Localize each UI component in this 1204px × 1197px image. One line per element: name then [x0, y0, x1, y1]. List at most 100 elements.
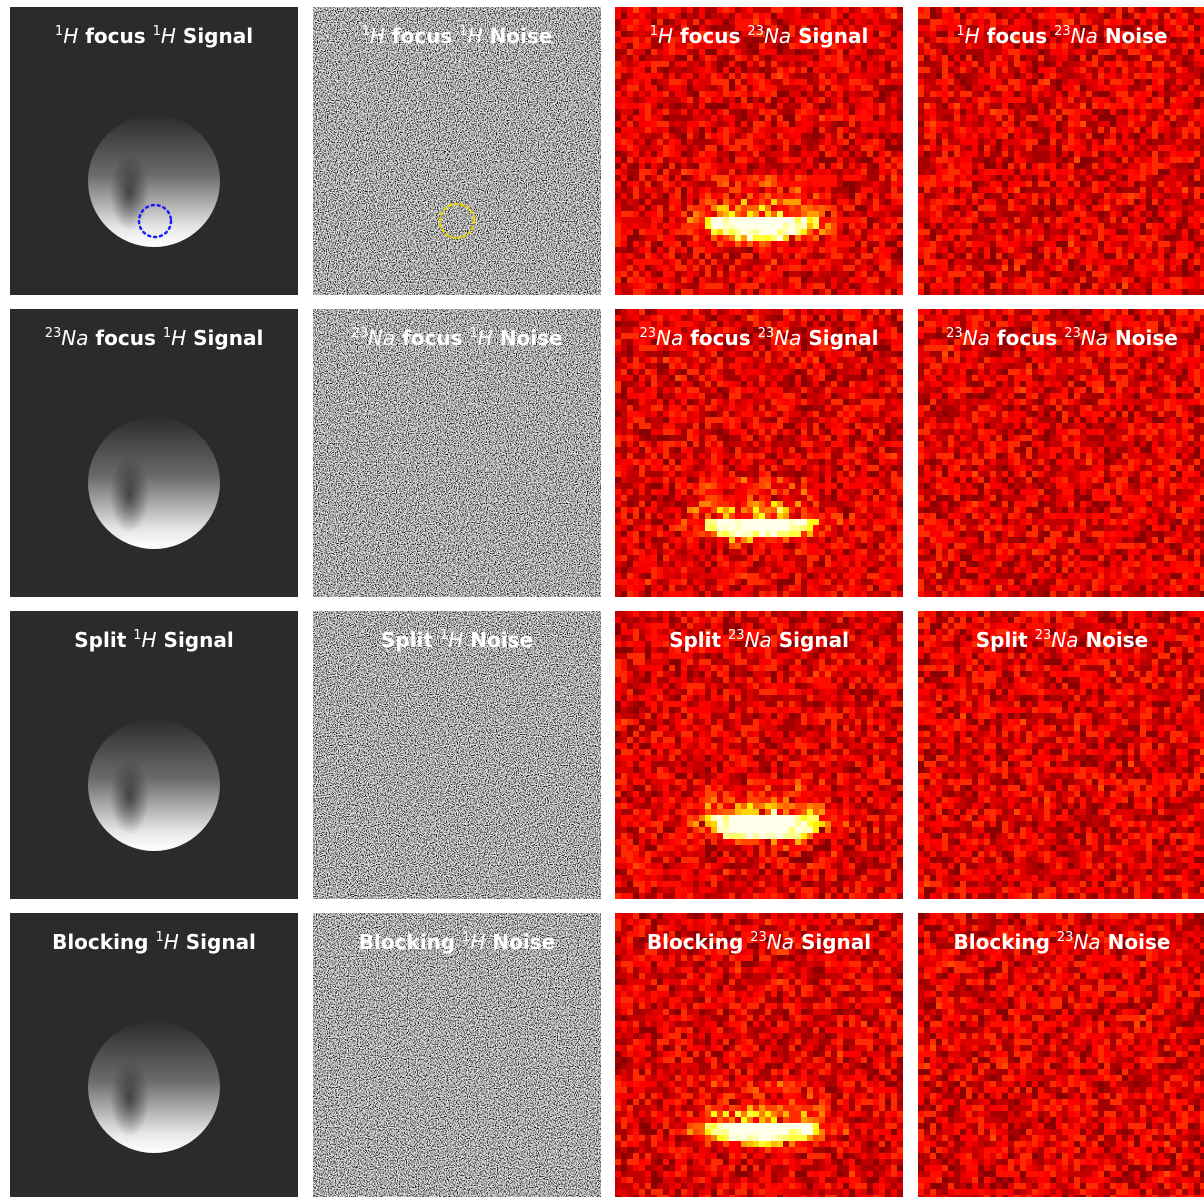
panel-image	[10, 611, 298, 899]
isotope-symbol: H	[478, 326, 493, 350]
title-word: focus	[987, 24, 1047, 48]
title-word: focus	[680, 24, 740, 48]
isotope-symbol: H	[965, 24, 980, 48]
isotope-symbol: H	[658, 24, 673, 48]
isotope-mass: 23	[351, 326, 368, 341]
title-word: Blocking	[359, 930, 455, 954]
title-word: Noise	[492, 930, 555, 954]
panel: Blocking 23Na Signal	[615, 913, 903, 1197]
panel: 23Na focus 23Na Noise	[918, 309, 1204, 597]
panel-image	[313, 913, 601, 1197]
isotope-mass: 1	[155, 930, 163, 945]
panel: Split 1H Signal	[10, 611, 298, 899]
title-word: Blocking	[647, 930, 743, 954]
panel: 23Na focus 23Na Signal	[615, 309, 903, 597]
panel-image	[615, 7, 903, 295]
isotope-mass: 23	[1064, 326, 1081, 341]
isotope-mass: 23	[1057, 930, 1074, 945]
title-word: Noise	[490, 24, 553, 48]
panel-image	[615, 309, 903, 597]
title-word: Noise	[1085, 628, 1148, 652]
isotope-symbol: H	[468, 24, 483, 48]
isotope-symbol: H	[161, 24, 176, 48]
isotope-symbol: Na	[767, 930, 794, 954]
panel-image	[918, 913, 1204, 1197]
isotope-mass: 23	[747, 24, 764, 39]
figure: 1H focus 1H Signal1H focus 1H Noise1H fo…	[0, 0, 1204, 1197]
title-word: Noise	[1108, 930, 1171, 954]
isotope-symbol: Na	[1073, 930, 1100, 954]
title-word: Noise	[1105, 24, 1168, 48]
isotope-mass: 23	[1035, 628, 1052, 643]
title-word: focus	[402, 326, 462, 350]
isotope-symbol: Na	[1081, 326, 1108, 350]
title-word: focus	[997, 326, 1057, 350]
panel-image	[615, 913, 903, 1197]
title-word: Split	[74, 628, 126, 652]
isotope-mass: 23	[946, 326, 963, 341]
shadow	[110, 1038, 166, 1148]
isotope-mass: 1	[462, 930, 470, 945]
panel-title: Split 23Na Noise	[976, 628, 1149, 652]
shadow	[110, 434, 166, 544]
isotope-symbol: Na	[774, 326, 801, 350]
title-word: Signal	[164, 628, 234, 652]
noise	[313, 309, 601, 597]
isotope-mass: 1	[459, 24, 467, 39]
isotope-symbol: H	[63, 24, 78, 48]
panel: 1H focus 1H Noise	[313, 7, 601, 295]
title-word: Signal	[186, 930, 256, 954]
isotope-mass: 23	[728, 628, 745, 643]
isotope-mass: 1	[650, 24, 658, 39]
isotope-mass: 1	[956, 24, 964, 39]
noise	[313, 913, 601, 1197]
panel: 23Na focus 1H Signal	[10, 309, 298, 597]
page: 1H focus 1H Signal1H focus 1H Noise1H fo…	[0, 0, 1204, 1197]
panel-image	[313, 611, 601, 899]
isotope-mass: 1	[440, 628, 448, 643]
panel-image	[313, 309, 601, 597]
panel: 1H focus 23Na Noise	[918, 7, 1204, 295]
panel: Split 23Na Noise	[918, 611, 1204, 899]
isotope-symbol: Na	[764, 24, 791, 48]
panel: Split 1H Noise	[313, 611, 601, 899]
isotope-mass: 1	[470, 326, 478, 341]
panel-image	[10, 7, 298, 295]
title-word: Noise	[1115, 326, 1178, 350]
noise	[313, 7, 601, 295]
isotope-symbol: Na	[368, 326, 395, 350]
isotope-symbol: Na	[61, 326, 88, 350]
title-word: focus	[95, 326, 155, 350]
isotope-mass: 1	[55, 24, 63, 39]
isotope-mass: 23	[639, 326, 656, 341]
title-word: Signal	[183, 24, 253, 48]
title-word: focus	[85, 24, 145, 48]
panel-image	[313, 7, 601, 295]
title-word: Split	[381, 628, 433, 652]
panel-title: 1H focus 1H Noise	[362, 24, 553, 48]
title-word: Signal	[779, 628, 849, 652]
pixels	[801, 815, 807, 821]
panel-image	[10, 309, 298, 597]
panel-title: Split 1H Noise	[381, 628, 533, 652]
panel-image	[615, 611, 903, 899]
title-word: Signal	[798, 24, 868, 48]
isotope-symbol: H	[470, 930, 485, 954]
isotope-mass: 23	[1054, 24, 1071, 39]
panel-title: Blocking 1H Noise	[359, 930, 555, 954]
isotope-mass: 1	[133, 628, 141, 643]
isotope-symbol: Na	[745, 628, 772, 652]
isotope-mass: 23	[750, 930, 767, 945]
title-word: Split	[976, 628, 1028, 652]
panel-title: 23Na focus 1H Noise	[351, 326, 562, 350]
isotope-symbol: H	[171, 326, 186, 350]
panel: 1H focus 1H Signal	[10, 7, 298, 295]
shadow	[110, 132, 166, 242]
isotope-symbol: H	[142, 628, 157, 652]
isotope-symbol: H	[370, 24, 385, 48]
panel: 23Na focus 1H Noise	[313, 309, 601, 597]
title-word: Split	[669, 628, 721, 652]
isotope-symbol: Na	[1071, 24, 1098, 48]
isotope-symbol: H	[164, 930, 179, 954]
title-word: focus	[690, 326, 750, 350]
